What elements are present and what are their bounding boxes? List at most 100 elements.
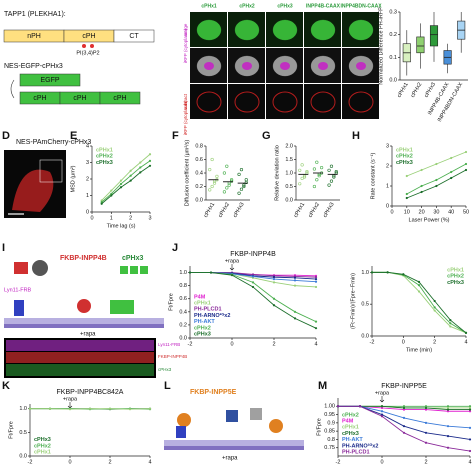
marker — [468, 408, 472, 411]
cell — [12, 169, 54, 212]
x-tick-label: cPHx1 — [203, 202, 216, 219]
anchor-label: Lyn11-FRB — [4, 287, 32, 293]
marker — [435, 178, 438, 182]
data-point — [300, 176, 304, 180]
marker — [148, 407, 152, 410]
lipid-icon — [82, 44, 86, 48]
cell — [348, 91, 374, 113]
x-tick-label: 10 — [404, 209, 410, 215]
data-point — [334, 170, 338, 174]
legend-label: cPHx1 — [447, 267, 464, 273]
y-tick-label: 0.0 — [179, 335, 187, 341]
annotation-arrow — [379, 396, 385, 403]
y-tick-label: 1 — [86, 193, 89, 199]
y-tick-label: 0.6 — [179, 296, 187, 302]
series-line — [406, 169, 467, 199]
cell — [348, 19, 374, 41]
marker — [128, 408, 132, 411]
y-tick-label: 3 — [86, 160, 89, 166]
data-point — [312, 184, 317, 189]
enzyme-label: FKBP-INPP4B — [60, 255, 107, 262]
panel-letter: M — [318, 380, 327, 392]
marker — [370, 271, 374, 274]
marker — [129, 174, 132, 177]
series-line — [101, 165, 151, 205]
legend-label: cPHx2 — [96, 154, 113, 160]
column-label: cPHx3 — [277, 3, 293, 9]
data-point — [237, 191, 241, 195]
data-point — [222, 171, 226, 175]
x-tick-label: -2 — [370, 339, 375, 345]
nph-label: nPH — [27, 33, 41, 40]
row-label: Lyn11-FRB — [158, 342, 180, 347]
marker — [380, 406, 384, 410]
legend-label: cPHx3 — [96, 160, 113, 166]
column-label: INPP4BDN-CAAX — [340, 3, 382, 9]
box — [416, 36, 425, 54]
data-point — [302, 175, 307, 179]
y-tick-label: 0.95 — [324, 412, 335, 418]
chart-title: FKBP-INPP4BC842A — [57, 389, 124, 396]
legend-label: cPHx3 — [194, 331, 211, 337]
row-label: merge — [183, 23, 188, 36]
d-label: NES-PAmCherry-cPHx3 — [16, 139, 91, 146]
y-tick-label: 1 — [386, 183, 389, 189]
marker — [450, 156, 453, 160]
row-label: iRFP (cytoplasm) — [183, 28, 188, 63]
y-tick-label: 0.2 — [195, 184, 203, 190]
enzyme-icon — [14, 262, 28, 274]
marker — [405, 174, 408, 178]
marker — [380, 405, 384, 408]
panel-letter: E — [70, 130, 77, 142]
marker — [251, 281, 255, 284]
x-tick-label: 3 — [148, 215, 151, 221]
legend-label: cPHx2 — [194, 325, 211, 331]
nucleus — [318, 62, 328, 70]
y-axis-label: Ft/Fpre — [316, 418, 322, 436]
y-tick-label: 0 — [86, 209, 89, 215]
marker — [433, 299, 436, 303]
anchor-icon — [14, 300, 24, 316]
marker — [293, 276, 297, 279]
marker — [435, 162, 438, 166]
x-tick-label: 2 — [129, 215, 132, 221]
data-point — [239, 187, 244, 191]
x-tick-label: 2 — [272, 341, 275, 347]
marker — [139, 161, 142, 164]
series-line — [101, 160, 151, 203]
annotation: +rapa — [375, 390, 390, 396]
legend-label: cPHx2 — [396, 154, 413, 160]
cph-label: cPH — [82, 33, 95, 40]
lipid-label: PI(3,4)P2 — [76, 50, 99, 56]
data-point — [317, 174, 321, 178]
marker — [110, 192, 113, 195]
x-tick-label: cPHx2 — [410, 82, 423, 99]
row-label: FKBP-INPP4B — [158, 354, 187, 359]
y-tick-label: 0.5 — [285, 184, 293, 190]
data-point — [210, 157, 214, 162]
panel-letter: D — [2, 130, 10, 142]
marker — [449, 322, 452, 325]
data-point — [239, 168, 244, 172]
legend-label: cPHx3 — [396, 160, 413, 166]
marker — [402, 273, 405, 276]
marker — [468, 406, 472, 410]
y-tick-label: 0.8 — [327, 437, 335, 443]
data-point — [212, 181, 217, 185]
y-tick-label: 0.5 — [361, 302, 369, 308]
anchor-icon — [176, 426, 186, 438]
marker — [450, 176, 453, 180]
data-point — [300, 163, 304, 167]
marker — [468, 438, 472, 441]
y-tick-label: 0.85 — [324, 429, 335, 435]
marker — [433, 306, 436, 309]
legend-label: PH-AKT — [342, 437, 363, 443]
data-point — [298, 168, 302, 172]
marker — [68, 408, 72, 411]
marker — [293, 279, 297, 282]
panel-letter: L — [164, 380, 171, 392]
marker — [417, 283, 421, 287]
marker — [251, 275, 255, 278]
legend-label: PH-AKT — [194, 319, 215, 325]
